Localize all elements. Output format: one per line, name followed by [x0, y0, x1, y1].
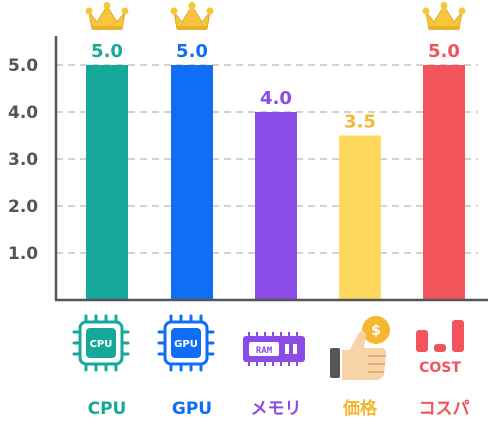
category-label: コスパ — [419, 399, 470, 419]
value-label: 5.0 — [176, 41, 208, 62]
gpu-chip-icon: GPU — [157, 314, 215, 372]
y-tick-label: 1.0 — [8, 244, 38, 264]
gpu-chip-label: GPU — [174, 339, 198, 350]
crown-icon — [422, 2, 466, 30]
y-tick-label: 4.0 — [8, 103, 38, 123]
category-labels: CPU GPU メモリ 価格 コスパ — [88, 398, 470, 419]
ram-module-icon: RAM — [243, 332, 305, 366]
ram-label: RAM — [256, 346, 273, 356]
bar — [255, 112, 297, 300]
bar — [86, 65, 128, 300]
category-label: GPU — [172, 399, 212, 419]
bars — [86, 65, 465, 300]
value-label: 3.5 — [344, 112, 376, 133]
crown-icon — [85, 2, 129, 30]
crown-icon — [170, 2, 214, 30]
y-tick-label: 2.0 — [8, 197, 38, 217]
value-label: 4.0 — [260, 88, 292, 109]
bar — [423, 65, 465, 300]
value-label: 5.0 — [428, 41, 460, 62]
y-axis-ticks: 1.0 2.0 3.0 4.0 5.0 — [8, 56, 38, 264]
cpu-chip-label: CPU — [90, 339, 113, 350]
bar — [339, 135, 381, 300]
y-tick-label: 3.0 — [8, 150, 38, 170]
category-label: CPU — [88, 399, 127, 419]
value-label: 5.0 — [91, 41, 123, 62]
coin-symbol: $ — [371, 323, 381, 339]
cost-label: COST — [419, 360, 461, 376]
value-labels: 5.0 5.0 4.0 3.5 5.0 — [91, 41, 460, 133]
y-tick-label: 5.0 — [8, 56, 38, 76]
crowns — [85, 2, 466, 30]
cpu-chip-icon: CPU — [72, 314, 130, 372]
bar — [171, 65, 213, 300]
category-label: 価格 — [342, 398, 378, 419]
category-label: メモリ — [251, 399, 302, 419]
thumbs-up-coin-icon: $ — [330, 316, 390, 380]
cost-bars-icon: COST — [416, 320, 464, 376]
